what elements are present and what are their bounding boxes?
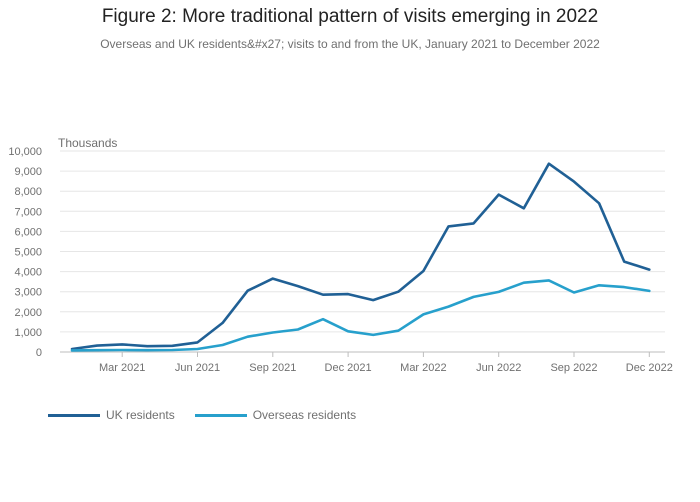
y-tick-label: 9,000	[14, 166, 42, 178]
y-axis-label: Thousands	[58, 136, 118, 150]
legend-label-overseas-residents: Overseas residents	[252, 408, 357, 422]
x-tick-label: Sep 2022	[550, 362, 597, 374]
x-tick-label: Sep 2021	[249, 362, 296, 374]
x-axis-ticks: Mar 2021 Jun 2021 Sep 2021 Dec 2021 Mar 2022…	[99, 352, 673, 374]
x-tick-label: Dec 2022	[626, 362, 673, 374]
y-tick-label: 8,000	[14, 186, 42, 198]
series-line-overseas-residents	[70, 279, 651, 352]
chart-subtitle: Overseas and UK residents&#x27; visits t…	[100, 37, 600, 51]
chart-title: Figure 2: More traditional pattern of vi…	[101, 6, 599, 27]
y-axis-ticks: 0 1,000 2,000 3,000 4,000 5,000 6,000 7,000 8,00…	[8, 146, 42, 359]
x-tick-label: Jun 2022	[476, 362, 521, 374]
y-tick-label: 1,000	[14, 327, 42, 339]
series-line-uk-residents	[70, 162, 651, 351]
gridlines	[60, 150, 665, 353]
y-tick-label: 0	[36, 347, 42, 359]
x-tick-label: Dec 2021	[325, 362, 372, 374]
legend-swatch-uk-residents	[48, 413, 100, 417]
legend-item-overseas-residents[interactable]: Overseas residents	[194, 408, 357, 422]
y-tick-label: 4,000	[14, 267, 42, 279]
y-tick-label: 7,000	[14, 206, 42, 218]
y-tick-label: 2,000	[14, 307, 42, 319]
x-tick-label: Jun 2021	[175, 362, 220, 374]
y-tick-label: 6,000	[14, 226, 42, 238]
y-tick-label: 10,000	[8, 146, 42, 158]
legend-swatch-overseas-residents	[194, 413, 247, 417]
y-tick-label: 5,000	[14, 247, 42, 259]
series-lines	[70, 162, 651, 352]
legend-label-uk-residents: UK residents	[106, 408, 175, 422]
x-tick-label: Mar 2021	[99, 362, 145, 374]
legend-item-uk-residents[interactable]: UK residents	[48, 408, 175, 422]
x-tick-label: Mar 2022	[400, 362, 446, 374]
y-tick-label: 3,000	[14, 287, 42, 299]
legend: UK residents Overseas residents	[48, 408, 376, 422]
